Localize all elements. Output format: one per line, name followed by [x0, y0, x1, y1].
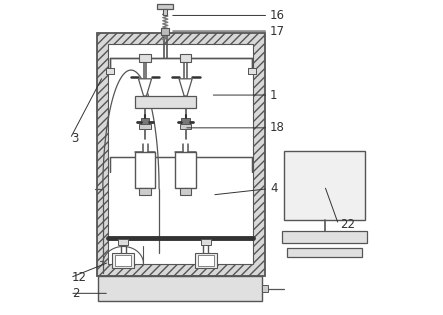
Text: 18: 18	[270, 121, 285, 134]
Bar	[140, 124, 151, 129]
Polygon shape	[179, 79, 192, 96]
Bar	[284, 151, 365, 220]
Text: 2: 2	[72, 287, 79, 300]
Bar	[201, 239, 210, 245]
Bar	[262, 285, 268, 292]
Bar	[140, 118, 149, 125]
Text: 16: 16	[270, 9, 285, 22]
Bar	[135, 96, 196, 108]
Bar	[195, 253, 217, 268]
Bar	[248, 68, 256, 74]
Text: 4: 4	[270, 182, 277, 195]
Bar	[106, 68, 114, 74]
Bar	[106, 68, 114, 74]
Bar	[287, 248, 362, 257]
Bar	[140, 188, 151, 195]
Bar	[180, 188, 191, 195]
Bar	[97, 33, 265, 276]
Bar	[98, 276, 262, 301]
Bar	[140, 54, 151, 62]
Text: 3: 3	[72, 132, 79, 145]
Bar	[175, 152, 196, 188]
Polygon shape	[139, 79, 152, 96]
Text: 17: 17	[270, 25, 285, 37]
Bar	[163, 9, 167, 14]
Text: 1: 1	[270, 89, 277, 101]
Bar	[282, 231, 367, 243]
Bar	[180, 124, 191, 129]
Bar	[161, 28, 169, 35]
Bar	[180, 54, 191, 62]
Bar	[158, 3, 173, 9]
Bar	[118, 239, 128, 245]
Bar	[198, 255, 214, 266]
Bar	[248, 68, 256, 74]
Bar	[115, 255, 131, 266]
Text: 12: 12	[72, 271, 87, 284]
Bar	[112, 253, 134, 268]
Bar	[181, 118, 190, 125]
Text: 22: 22	[340, 218, 355, 231]
Bar	[109, 44, 253, 264]
Bar	[135, 152, 155, 188]
